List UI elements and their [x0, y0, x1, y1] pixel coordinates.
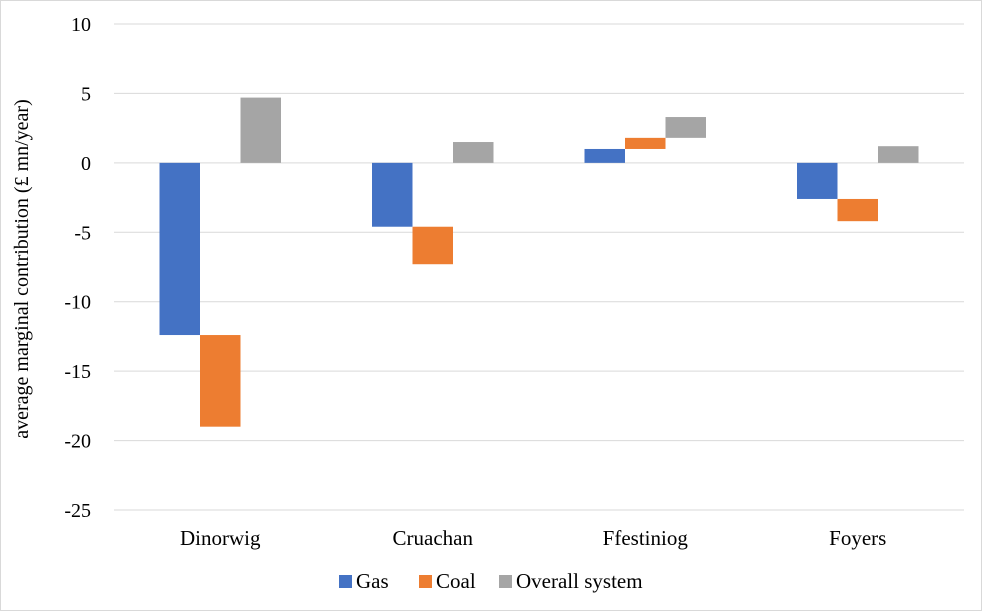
bar-coal-foyers [837, 198, 878, 222]
y-tick-label: -25 [64, 500, 91, 522]
category-label-ffestiniog: Ffestiniog [603, 526, 689, 550]
bar-overall-system-cruachan [453, 142, 494, 163]
legend-swatch-gas [339, 575, 352, 588]
gridlines [114, 23, 964, 511]
y-tick-label: 5 [81, 83, 91, 105]
legend-swatch-coal [419, 575, 432, 588]
y-tick-label: -10 [64, 292, 91, 314]
bars [159, 97, 919, 427]
y-tick-label: 10 [71, 14, 91, 36]
legend-swatch-overall-system [499, 575, 512, 588]
bar-gas-cruachan [372, 162, 413, 227]
y-tick-label: 0 [81, 153, 91, 175]
category-labels: Dinorwig Cruachan Ffestiniog Foyers [180, 526, 886, 550]
bar-gas-ffestiniog [584, 148, 625, 163]
category-label-dinorwig: Dinorwig [180, 526, 261, 550]
bar-overall-system-dinorwig [240, 97, 281, 163]
legend-label-overall-system: Overall system [516, 569, 643, 593]
bar-overall-system-foyers [878, 146, 919, 163]
bar-coal-cruachan [412, 226, 453, 265]
legend-label-gas: Gas [356, 569, 389, 593]
y-tick-label: -15 [64, 361, 91, 383]
bar-gas-dinorwig [159, 162, 200, 336]
y-tick-labels: 10 5 0 -5 -10 -15 -20 -25 [64, 14, 91, 522]
bar-gas-foyers [797, 162, 838, 199]
y-tick-label: -20 [64, 431, 91, 453]
bar-coal-dinorwig [200, 335, 241, 427]
legend-label-coal: Coal [436, 569, 476, 593]
category-label-foyers: Foyers [829, 526, 886, 550]
bar-coal-ffestiniog [625, 137, 666, 149]
category-label-cruachan: Cruachan [393, 526, 474, 550]
y-axis-title: average marginal contribution (£ mn/year… [11, 99, 33, 439]
legend: Gas Coal Overall system [339, 569, 643, 593]
y-tick-label: -5 [74, 222, 91, 244]
bar-overall-system-ffestiniog [665, 117, 706, 138]
